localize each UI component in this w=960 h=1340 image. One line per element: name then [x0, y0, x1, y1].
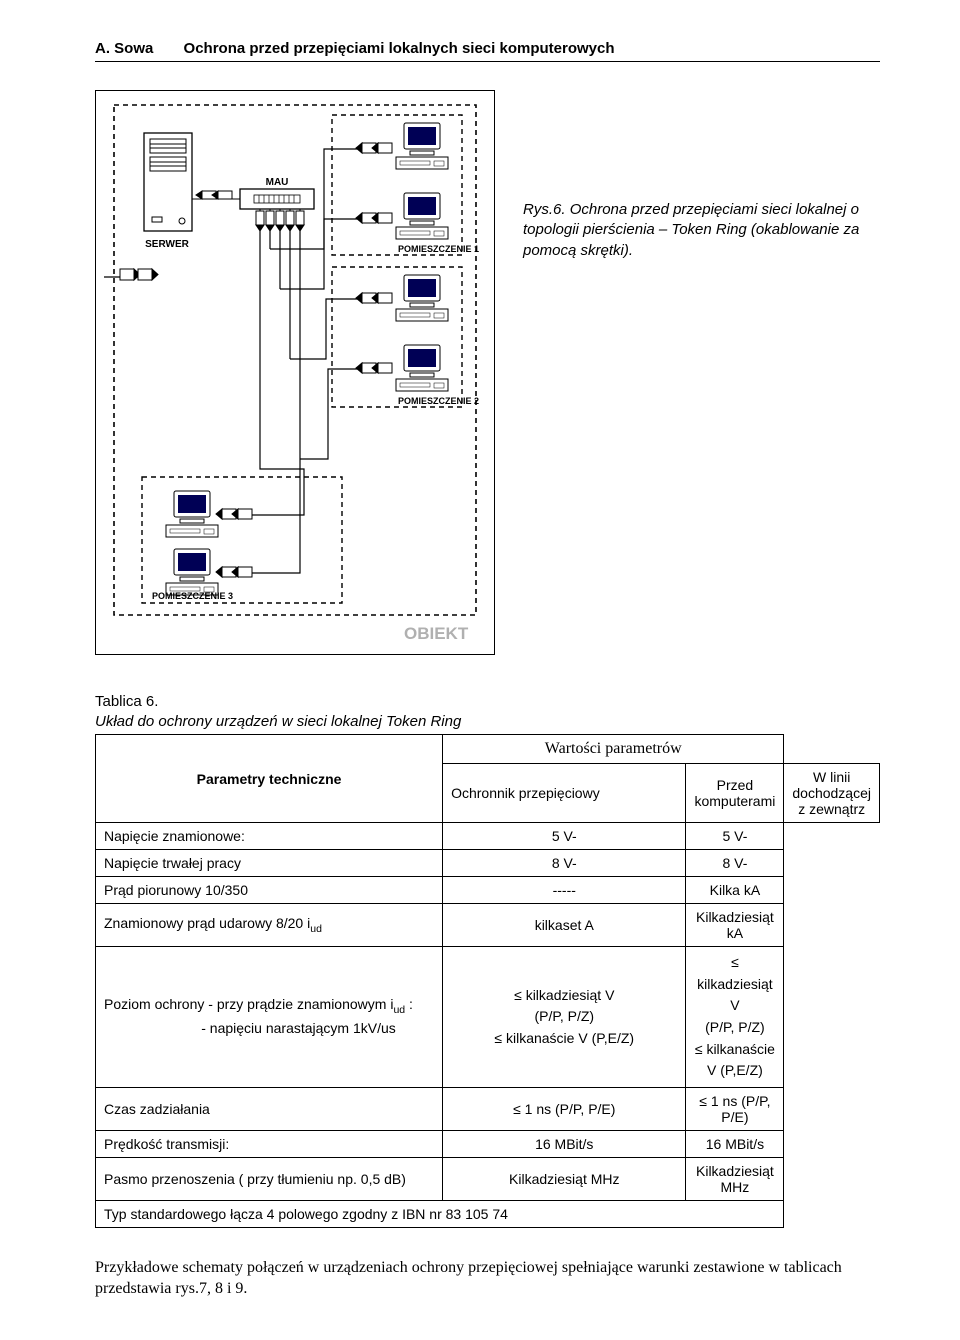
header-title: Ochrona przed przepięciami lokalnych sie… [184, 40, 615, 57]
server-protector-icons [192, 191, 240, 199]
pc-icon [396, 193, 448, 239]
row-val-a: ≤ kilkadziesiąt V (P/P, P/Z) ≤ kilkanaśc… [443, 947, 686, 1088]
row-label: Znamionowy prąd udarowy 8/20 iud [96, 904, 443, 947]
row-label: Napięcie trwałej pracy [96, 850, 443, 877]
svg-text:SERWER: SERWER [145, 239, 189, 250]
row-val-b: Kilkadziesiąt MHz [686, 1158, 784, 1201]
room3-label: POMIESZCZENIE 3 [152, 591, 233, 601]
svg-text:MAU: MAU [266, 177, 289, 188]
server-icon: SERWER [144, 133, 192, 250]
table-head-values: Wartości parametrów [443, 735, 784, 764]
header-author: A. Sowa [95, 40, 153, 57]
table-head-params: Parametry techniczne [96, 735, 443, 823]
row-val-b: 8 V- [686, 850, 784, 877]
obiekt-label: OBIEKT [404, 624, 469, 643]
row-label: Poziom ochrony - przy prądzie znamionowy… [96, 947, 443, 1088]
pc-icon [396, 123, 448, 169]
row-val-b: 16 MBit/s [686, 1131, 784, 1158]
table-label: Tablica 6. [95, 693, 880, 710]
page-header: A. Sowa Ochrona przed przepięciami lokal… [95, 40, 880, 62]
row-val-a: 5 V- [443, 823, 686, 850]
row-val-b: W linii dochodzącej z zewnątrz [784, 764, 880, 823]
footnote-text: Przykładowe schematy połączeń w urządzen… [95, 1258, 880, 1300]
table-footer-row: Typ standardowego łącza 4 polowego zgodn… [96, 1201, 784, 1228]
row-label: Czas zadziałania [96, 1088, 443, 1131]
room1-label: POMIESZCZENIE 1 [398, 244, 479, 254]
surge-protector-group [256, 209, 304, 231]
row-val-a: Kilkadziesiąt MHz [443, 1158, 686, 1201]
network-diagram: SERWER MAU [104, 99, 486, 646]
row-label: Ochronnik przepięciowy [443, 764, 686, 823]
caption-text: Ochrona przed przepięciami sieci lokalne… [523, 201, 859, 259]
table-title: Układ do ochrony urządzeń w sieci lokaln… [95, 713, 880, 730]
row-val-a: kilkaset A [443, 904, 686, 947]
row-val-b: 5 V- [686, 823, 784, 850]
row-val-b: ≤ kilkadziesiąt V (P/P, P/Z) ≤ kilkanaśc… [686, 947, 784, 1088]
row-label: Prędkość transmisji: [96, 1131, 443, 1158]
row-val-a: Przed komputerami [686, 764, 784, 823]
room2-label: POMIESZCZENIE 2 [398, 396, 479, 406]
pc-icon [396, 345, 448, 391]
pc-icon [166, 549, 218, 595]
row-val-a: ----- [443, 877, 686, 904]
figure-caption: Rys.6. Ochrona przed przepięciami sieci … [523, 90, 880, 261]
figure-frame: SERWER MAU [95, 90, 495, 655]
incoming-protector-icon [104, 269, 158, 280]
row-val-a: ≤ 1 ns (P/P, P/E) [443, 1088, 686, 1131]
row-val-b: Kilka kA [686, 877, 784, 904]
pc-icon [166, 491, 218, 537]
row-val-b: Kilkadziesiąt kA [686, 904, 784, 947]
row-label: Prąd piorunowy 10/350 [96, 877, 443, 904]
row-val-a: 8 V- [443, 850, 686, 877]
row-val-b: ≤ 1 ns (P/P, P/E) [686, 1088, 784, 1131]
pc-icon [396, 275, 448, 321]
parameters-table: Parametry techniczne Wartości parametrów… [95, 734, 880, 1228]
mau-icon: MAU [240, 177, 314, 209]
row-val-a: 16 MBit/s [443, 1131, 686, 1158]
row-label: Napięcie znamionowe: [96, 823, 443, 850]
row-label: Pasmo przenoszenia ( przy tłumieniu np. … [96, 1158, 443, 1201]
caption-prefix: Rys.6. [523, 201, 566, 218]
